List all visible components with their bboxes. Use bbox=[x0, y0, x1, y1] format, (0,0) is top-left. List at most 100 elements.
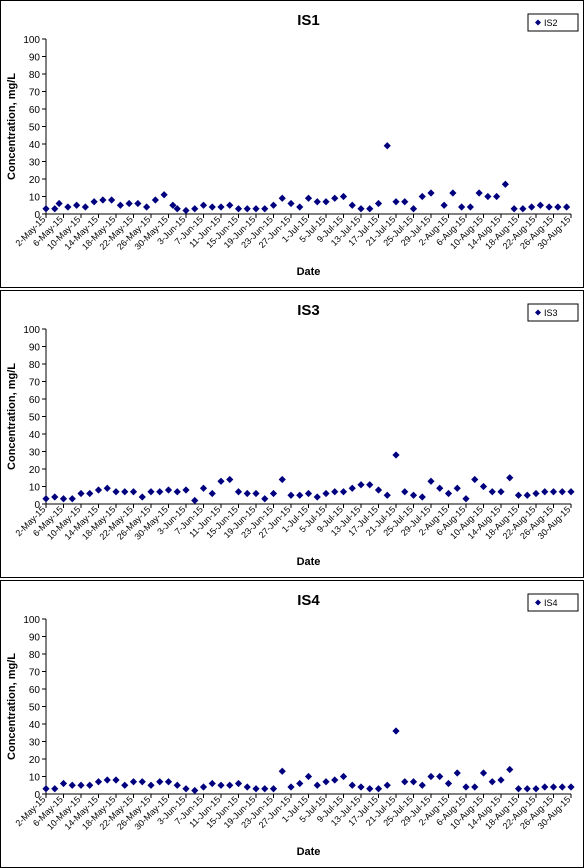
data-point bbox=[453, 484, 461, 492]
data-point bbox=[366, 481, 374, 489]
data-point bbox=[549, 488, 558, 496]
data-point bbox=[243, 205, 251, 213]
data-point bbox=[208, 203, 216, 211]
data-point bbox=[304, 772, 313, 781]
chart-svg: IS401020304050607080901002-May-156-May-1… bbox=[6, 592, 579, 858]
data-point bbox=[313, 198, 321, 206]
data-point bbox=[440, 201, 448, 209]
y-tick-label: 10 bbox=[29, 773, 41, 784]
data-point bbox=[528, 203, 536, 211]
y-tick-label: 80 bbox=[29, 70, 41, 81]
y-tick-label: 90 bbox=[29, 343, 41, 354]
y-tick-label: 90 bbox=[29, 633, 41, 644]
data-point bbox=[479, 482, 488, 491]
data-point bbox=[383, 781, 391, 789]
data-point bbox=[545, 203, 553, 211]
legend-marker bbox=[535, 19, 541, 26]
data-point bbox=[549, 783, 558, 791]
data-point bbox=[261, 495, 269, 503]
data-point bbox=[217, 203, 225, 211]
y-axis-label: Concentration, mg/L bbox=[6, 363, 18, 470]
legend-label: IS3 bbox=[544, 308, 558, 318]
chart-title: IS4 bbox=[297, 592, 320, 609]
x-axis-label: Date bbox=[297, 846, 321, 858]
data-point bbox=[173, 781, 181, 789]
data-point bbox=[94, 486, 103, 494]
data-point bbox=[243, 489, 251, 498]
data-point bbox=[59, 779, 68, 788]
data-point bbox=[493, 192, 501, 201]
data-point bbox=[510, 205, 518, 213]
data-point bbox=[143, 203, 151, 211]
legend-box bbox=[527, 303, 579, 322]
y-tick-label: 40 bbox=[29, 720, 41, 731]
data-point bbox=[366, 785, 374, 793]
data-point bbox=[182, 785, 190, 793]
data-point bbox=[471, 783, 479, 791]
data-point bbox=[558, 783, 566, 791]
y-tick-label: 70 bbox=[29, 88, 41, 99]
data-point bbox=[418, 493, 426, 501]
data-point bbox=[173, 205, 181, 213]
data-point bbox=[90, 198, 98, 206]
data-point bbox=[506, 765, 514, 774]
data-point bbox=[199, 201, 208, 209]
data-point bbox=[366, 205, 374, 213]
data-point bbox=[374, 199, 383, 208]
data-point bbox=[532, 489, 540, 498]
data-point bbox=[348, 484, 356, 492]
data-point bbox=[156, 488, 164, 496]
data-point bbox=[523, 491, 531, 499]
data-point bbox=[191, 496, 199, 505]
data-point bbox=[94, 778, 103, 786]
data-point bbox=[261, 205, 269, 213]
data-point bbox=[269, 785, 278, 793]
data-point bbox=[409, 778, 418, 786]
data-point bbox=[444, 489, 453, 498]
data-point bbox=[567, 488, 575, 496]
chart-title: IS1 bbox=[297, 12, 320, 29]
y-tick-label: 60 bbox=[29, 395, 41, 406]
data-point bbox=[392, 198, 400, 206]
data-point bbox=[208, 489, 216, 498]
data-point bbox=[453, 769, 461, 777]
y-tick-label: 30 bbox=[29, 448, 41, 459]
data-point bbox=[156, 778, 164, 786]
data-point bbox=[475, 189, 483, 197]
y-tick-label: 100 bbox=[23, 35, 40, 46]
data-point bbox=[234, 488, 243, 496]
y-tick-label: 0 bbox=[34, 790, 40, 801]
data-point bbox=[68, 781, 76, 789]
y-tick-label: 90 bbox=[29, 53, 41, 64]
data-point bbox=[331, 488, 339, 496]
y-axis-label: Concentration, mg/L bbox=[6, 73, 18, 180]
legend-label: IS2 bbox=[544, 18, 558, 28]
data-point bbox=[497, 488, 505, 496]
data-point bbox=[418, 192, 426, 201]
y-tick-label: 100 bbox=[23, 325, 40, 336]
legend-box bbox=[527, 13, 579, 32]
data-point bbox=[436, 484, 444, 492]
data-point bbox=[427, 189, 435, 197]
data-point bbox=[234, 205, 243, 213]
data-point bbox=[444, 779, 453, 788]
data-point bbox=[563, 203, 571, 211]
data-point bbox=[125, 199, 133, 208]
data-point bbox=[42, 785, 50, 793]
data-point bbox=[488, 488, 496, 496]
data-point bbox=[401, 488, 409, 496]
data-point bbox=[374, 486, 383, 494]
data-point bbox=[348, 781, 356, 789]
data-point bbox=[121, 781, 129, 789]
data-point bbox=[42, 205, 50, 213]
data-point bbox=[252, 785, 260, 793]
y-tick-label: 50 bbox=[29, 123, 41, 134]
data-point bbox=[357, 783, 365, 791]
data-point bbox=[182, 206, 190, 215]
data-point bbox=[164, 486, 173, 494]
data-point bbox=[112, 488, 120, 496]
data-point bbox=[261, 785, 269, 793]
data-point bbox=[523, 785, 531, 793]
data-point bbox=[322, 778, 330, 786]
y-axis-label: Concentration, mg/L bbox=[6, 653, 18, 760]
